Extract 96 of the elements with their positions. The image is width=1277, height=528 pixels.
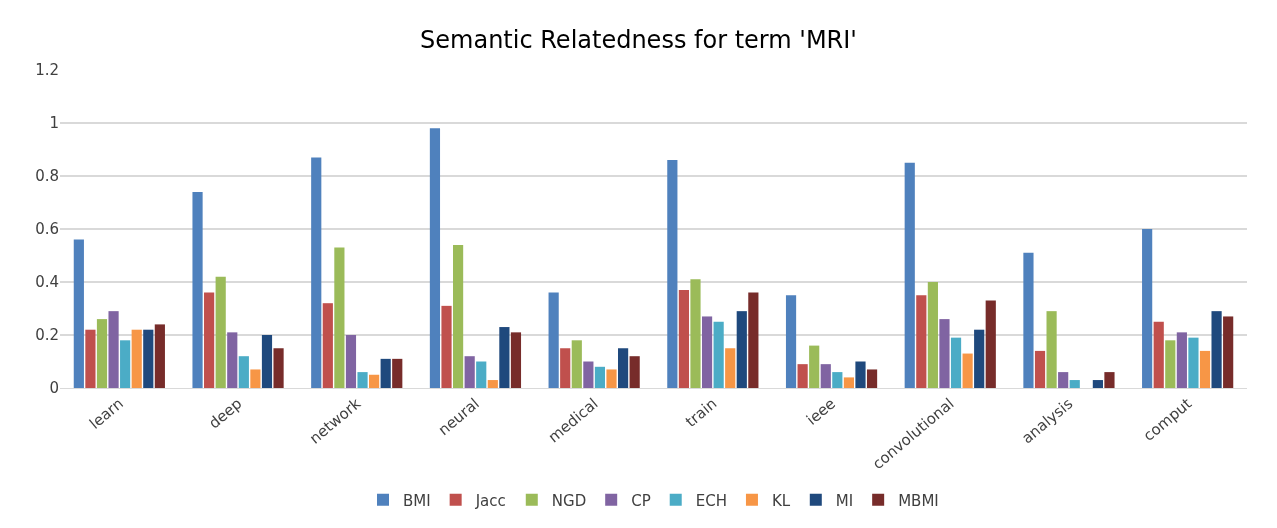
bar — [748, 292, 759, 388]
bar — [1165, 340, 1176, 388]
bar — [250, 369, 261, 388]
bar — [441, 305, 452, 388]
y-tick-label: 0.6 — [35, 220, 59, 239]
legend-label: MI — [835, 491, 854, 510]
bar — [204, 292, 215, 388]
bar — [154, 324, 165, 388]
y-tick-label: 0.2 — [35, 326, 59, 345]
bar — [1104, 372, 1115, 388]
bar — [713, 321, 724, 388]
bar — [108, 311, 119, 388]
bar — [429, 128, 441, 388]
bar — [904, 162, 915, 388]
bar — [1199, 350, 1211, 388]
bar — [606, 369, 617, 388]
bar — [357, 372, 368, 388]
bar — [583, 361, 594, 388]
y-tick-label: 0 — [49, 379, 59, 398]
bar — [73, 239, 84, 388]
bar — [1069, 380, 1080, 388]
bar — [927, 282, 938, 388]
legend-label: MBMI — [898, 491, 939, 510]
bar — [1223, 316, 1234, 388]
bar — [974, 329, 985, 388]
bar — [1153, 321, 1164, 388]
bar — [143, 329, 154, 388]
bar — [1142, 229, 1153, 388]
legend-label: BMI — [403, 491, 431, 510]
bar — [345, 335, 357, 388]
bar — [453, 244, 464, 388]
bar — [571, 340, 582, 388]
bar — [192, 191, 203, 388]
bar — [1188, 337, 1199, 388]
bar — [916, 295, 927, 388]
bar — [832, 372, 843, 388]
bar — [322, 303, 333, 388]
x-tick-label: ieee — [802, 394, 839, 429]
bar — [510, 332, 522, 388]
legend-label: ECH — [695, 491, 727, 510]
legend-label: NGD — [551, 491, 587, 510]
bar — [261, 335, 273, 388]
y-tick-label: 1.2 — [35, 61, 59, 80]
bar — [866, 369, 878, 388]
bar — [1176, 332, 1187, 388]
bar — [629, 356, 640, 388]
bar — [678, 289, 690, 388]
bar — [1211, 311, 1222, 388]
bar — [950, 337, 962, 388]
bar — [273, 348, 284, 388]
bar — [369, 374, 380, 388]
bar — [820, 364, 831, 388]
bar — [701, 316, 713, 388]
bar — [1046, 311, 1057, 388]
bar — [560, 348, 571, 388]
bar — [736, 311, 747, 388]
legend-label: CP — [631, 491, 651, 510]
bar — [855, 361, 866, 388]
bar — [227, 332, 238, 388]
bar — [939, 319, 950, 388]
bar — [1092, 380, 1103, 388]
bar — [1034, 350, 1046, 388]
bar — [667, 160, 678, 388]
bar — [215, 276, 226, 388]
legend-label: Jacc — [474, 491, 506, 510]
bar — [548, 292, 559, 388]
bar — [690, 279, 701, 388]
bar — [131, 329, 142, 388]
bar — [392, 358, 403, 388]
bar — [797, 364, 808, 388]
bar — [85, 329, 96, 388]
bar — [464, 356, 475, 388]
bar — [120, 340, 131, 388]
bar — [238, 356, 249, 388]
bar — [1058, 372, 1069, 388]
bar — [1023, 252, 1034, 388]
bar — [985, 300, 996, 388]
bar — [499, 327, 510, 388]
y-tick-label: 1 — [49, 114, 59, 133]
bar — [476, 361, 487, 388]
bar — [962, 353, 973, 388]
y-tick-label: 0.8 — [35, 167, 59, 186]
bar — [617, 348, 629, 388]
legend-label: KL — [771, 491, 791, 510]
bar — [809, 345, 820, 388]
bar — [311, 157, 322, 388]
bar — [725, 348, 736, 388]
bar — [380, 358, 391, 388]
bar — [96, 319, 108, 388]
bar — [594, 366, 606, 388]
bar — [487, 380, 498, 388]
bar — [843, 377, 854, 388]
y-tick-label: 0.4 — [35, 273, 59, 292]
bar — [334, 247, 345, 388]
bar — [785, 295, 797, 388]
chart-title: Semantic Relatedness for term 'MRI' — [420, 26, 857, 55]
